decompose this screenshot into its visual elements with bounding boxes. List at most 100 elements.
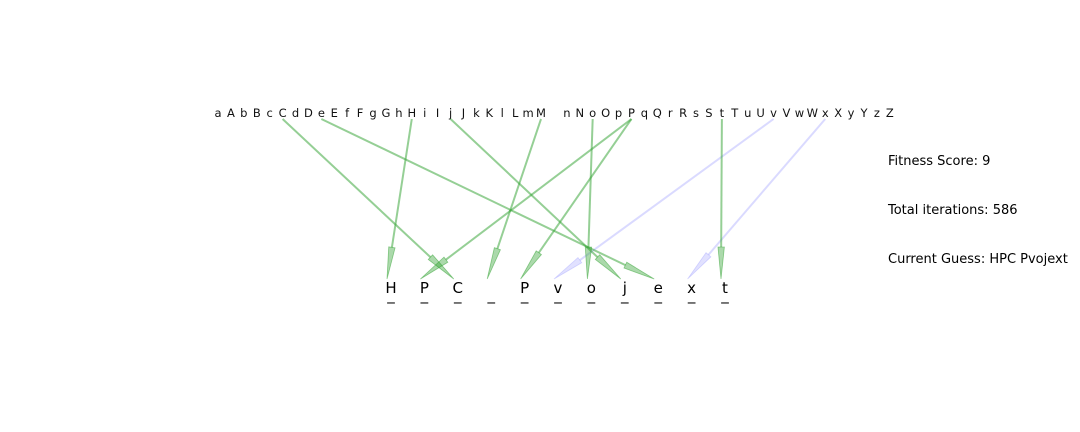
arrow-shaft bbox=[720, 118, 723, 248]
alphabet-letter: p bbox=[615, 106, 622, 120]
guess-letter: j bbox=[622, 279, 627, 297]
guess-underscore: _ bbox=[520, 286, 529, 305]
alphabet-letter: T bbox=[730, 106, 739, 120]
alphabet-letter: H bbox=[407, 106, 416, 120]
alphabet-letter: s bbox=[693, 106, 699, 120]
alphabet-letter: R bbox=[679, 106, 687, 120]
alphabet-letter: d bbox=[292, 106, 299, 120]
mapping-arrow-correct bbox=[449, 118, 622, 280]
alphabet-letter: a bbox=[214, 106, 221, 120]
alphabet-letter: b bbox=[240, 106, 247, 120]
alphabet-letter: N bbox=[575, 106, 584, 120]
alphabet-letter: E bbox=[331, 106, 338, 120]
alphabet-letter: c bbox=[267, 106, 273, 120]
alphabet-letter: v bbox=[770, 106, 777, 120]
mapping-arrow-incorrect bbox=[687, 118, 826, 280]
guess-underscore: _ bbox=[653, 286, 662, 305]
fitness-score: Fitness Score: 9 bbox=[888, 154, 991, 169]
alphabet-letter: X bbox=[834, 106, 842, 120]
alphabet-letter: r bbox=[668, 106, 673, 120]
alphabet-letter: B bbox=[253, 106, 261, 120]
guess-letter: P bbox=[520, 279, 529, 297]
alphabet-letter: P bbox=[628, 106, 635, 120]
mapping-arrow-correct bbox=[386, 118, 413, 280]
guess-underscore: _ bbox=[687, 286, 696, 305]
alphabet-letter: g bbox=[369, 106, 376, 120]
total-iterations: Total iterations: 586 bbox=[888, 203, 1018, 218]
alphabet-letter: t bbox=[720, 106, 725, 120]
arrow-shaft bbox=[449, 118, 599, 258]
arrow-head bbox=[623, 261, 655, 280]
guess-underscore: _ bbox=[386, 286, 395, 305]
guess-row: H_ P_ C_ _ P_ v_ o_ j_ e_ x_ t_ bbox=[385, 279, 729, 305]
arrow-head bbox=[420, 256, 449, 280]
guess-letter: C bbox=[453, 279, 463, 297]
arrow-shaft bbox=[320, 118, 626, 267]
alphabet-letter: i bbox=[423, 106, 426, 120]
arrow-shaft bbox=[445, 118, 633, 261]
mapping-arrow-correct bbox=[584, 118, 594, 280]
mapping-arrow-correct bbox=[486, 118, 542, 280]
alphabet-letter: L bbox=[512, 106, 519, 120]
alphabet-letter: x bbox=[822, 106, 829, 120]
alphabet-letter: m bbox=[522, 106, 533, 120]
alphabet-letter: K bbox=[486, 106, 494, 120]
alphabet-letter: q bbox=[641, 106, 648, 120]
alphabet-letter: A bbox=[227, 106, 235, 120]
alphabet-letter: Q bbox=[653, 106, 662, 120]
arrow-head bbox=[520, 250, 543, 280]
arrow-head bbox=[594, 254, 622, 280]
guess-letter: o bbox=[587, 279, 596, 297]
alphabet-letter: W bbox=[807, 106, 818, 120]
alphabet-letter: D bbox=[304, 106, 313, 120]
alphabet-letter: n bbox=[563, 106, 570, 120]
alphabet-letter: Y bbox=[859, 106, 868, 120]
alphabet-letter: J bbox=[461, 106, 465, 120]
arrow-head bbox=[486, 247, 501, 280]
arrow-head bbox=[687, 252, 712, 280]
guess-letter: t bbox=[722, 279, 728, 297]
guess-underscore: _ bbox=[553, 286, 562, 305]
mapping-arrow-incorrect bbox=[553, 118, 775, 280]
arrow-shaft bbox=[707, 118, 826, 256]
alphabet-letter: o bbox=[589, 106, 596, 120]
guess-underscore: _ bbox=[453, 286, 462, 305]
alphabet-letter: e bbox=[318, 106, 325, 120]
alphabet-letter: Z bbox=[886, 106, 894, 120]
alphabet-letter: y bbox=[848, 106, 855, 120]
mapping-arrow-correct bbox=[420, 118, 633, 280]
alphabet-letter: z bbox=[874, 106, 880, 120]
arrow-head bbox=[427, 254, 455, 280]
alphabet-letter: V bbox=[783, 106, 791, 120]
alphabet-letter: l bbox=[501, 106, 504, 120]
alphabet-letter: S bbox=[705, 106, 712, 120]
alphabet-letter: M bbox=[536, 106, 546, 120]
alphabet-letter: h bbox=[395, 106, 402, 120]
arrow-shaft bbox=[579, 118, 775, 261]
alphabet-letter: j bbox=[448, 106, 452, 120]
guess-letter: x bbox=[687, 279, 696, 297]
alphabet-letter: u bbox=[744, 106, 751, 120]
alphabet-letter: C bbox=[279, 106, 287, 120]
guess-underscore: _ bbox=[720, 286, 729, 305]
alphabet-letter: G bbox=[381, 106, 390, 120]
mapping-arrow-correct bbox=[320, 118, 655, 280]
guess-letter: e bbox=[654, 279, 663, 297]
alphabet-letter: I bbox=[436, 106, 439, 120]
arrow-shaft bbox=[390, 118, 413, 248]
alphabet-letter: k bbox=[473, 106, 480, 120]
guess-underscore: _ bbox=[620, 286, 629, 305]
guess-letter: P bbox=[420, 279, 429, 297]
alphabet-letter: U bbox=[756, 106, 764, 120]
mapping-arrow-correct bbox=[520, 118, 633, 280]
arrow-shaft bbox=[587, 118, 594, 248]
arrow-head bbox=[553, 256, 583, 280]
guess-letter: v bbox=[554, 279, 563, 297]
arrow-head bbox=[386, 246, 396, 280]
alphabet-letter: w bbox=[795, 106, 804, 120]
guess-letter: H bbox=[385, 279, 396, 297]
guess-underscore: _ bbox=[486, 286, 495, 305]
mapping-arrows bbox=[281, 118, 826, 280]
